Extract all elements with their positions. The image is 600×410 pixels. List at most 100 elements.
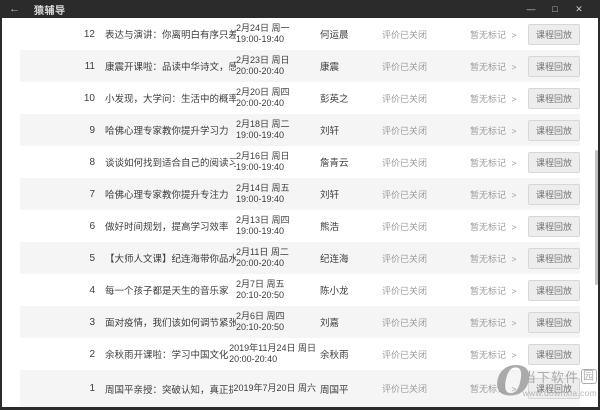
table-row[interactable]: 4 每一个孩子都是天生的音乐家 2月7日 周五 20:10-20:50 陈小龙 … [20, 274, 580, 306]
table-row[interactable]: 9 哈佛心理专家教你提升学习力 2月18日 周二 19:00-19:40 刘轩 … [20, 114, 580, 146]
course-date: 2月16日 周日 [235, 151, 290, 161]
playback-button[interactable]: 课程回放 [527, 215, 580, 237]
table-row[interactable]: 11 康震开课啦：品读中华诗文，感受英雄力量 2月23日 周日 20:00-20… [20, 50, 580, 82]
course-date: 2月24日 周一 [235, 23, 290, 33]
playback-button[interactable]: 课程回放 [527, 279, 580, 301]
evaluation-status: 评价已关闭 [381, 349, 427, 360]
course-time: 19:00-19:40 [235, 226, 285, 236]
row-number: 4 [89, 284, 95, 296]
mark-link[interactable]: 暂无标记 > [470, 316, 528, 329]
mark-link[interactable]: 暂无标记 > [470, 28, 528, 41]
row-number: 12 [83, 28, 95, 40]
playback-button[interactable]: 课程回放 [527, 55, 580, 77]
mark-label: 暂无标记 [469, 125, 506, 136]
course-date: 2019年7月20日 周六 [233, 383, 316, 393]
mark-label: 暂无标记 [469, 61, 506, 72]
table-row[interactable]: 10 小发现，大学问：生活中的概率统计思维 2月20日 周四 20:00-20:… [20, 82, 580, 114]
row-number: 7 [89, 188, 95, 200]
chevron-right-icon: > [511, 189, 517, 200]
course-schedule: 2月16日 周日 19:00-19:40 [236, 151, 320, 173]
chevron-right-icon: > [511, 29, 517, 40]
playback-button[interactable]: 课程回放 [527, 311, 580, 333]
minimize-icon[interactable]: — [526, 4, 536, 14]
table-row[interactable]: 6 做好时间规划，提高学习效率 2月13日 周四 19:00-19:40 熊浩 … [20, 210, 580, 242]
mark-link[interactable]: 暂无标记 > [470, 60, 528, 73]
teacher-name: 刘轩 [319, 190, 339, 201]
course-time: 20:00-20:40 [235, 66, 285, 76]
maximize-icon[interactable]: □ [552, 4, 558, 14]
scrollbar-thumb[interactable] [595, 150, 598, 285]
titlebar: ← 猿辅导 — □ ✕ [0, 0, 600, 18]
course-date: 2月23日 周日 [235, 55, 290, 65]
table-row[interactable]: 7 哈佛心理专家教你提升专注力 2月14日 周五 19:00-19:40 刘轩 … [20, 178, 580, 210]
row-number: 3 [89, 316, 95, 328]
close-icon[interactable]: ✕ [575, 4, 583, 14]
mark-label: 暂无标记 [469, 221, 506, 232]
table-row[interactable]: 12 表达与演讲：你离明白有序只差三步 2月24日 周一 19:00-19:40… [20, 18, 580, 50]
playback-button[interactable]: 课程回放 [527, 119, 580, 141]
playback-button[interactable]: 课程回放 [527, 151, 580, 173]
course-time: 20:00-20:40 [229, 354, 278, 364]
row-number: 8 [89, 156, 95, 168]
evaluation-status: 评价已关闭 [381, 29, 427, 40]
content-area: 12 表达与演讲：你离明白有序只差三步 2月24日 周一 19:00-19:40… [2, 18, 598, 407]
mark-link[interactable]: 暂无标记 > [470, 252, 528, 265]
row-number: 10 [83, 92, 95, 104]
teacher-name: 何运晨 [319, 30, 349, 41]
evaluation-status: 评价已关闭 [381, 253, 427, 264]
course-title: 余秋雨开课啦：学习中国文化，提升文学素养 [105, 350, 229, 361]
table-row[interactable]: 1 周国平亲授：突破认知，真正提高阅读与写作能力 2019年7月20日 周六 周… [20, 370, 580, 407]
evaluation-status: 评价已关闭 [381, 189, 427, 200]
row-number: 5 [89, 252, 95, 264]
table-row[interactable]: 3 面对疫情，我们该如何调节紧张情绪 2月6日 周四 20:10-20:50 刘… [20, 306, 580, 338]
course-title: 做好时间规划，提高学习效率 [105, 222, 229, 233]
evaluation-status: 评价已关闭 [381, 285, 427, 296]
course-time: 19:00-19:40 [235, 34, 285, 44]
app-title: 猿辅导 [34, 5, 66, 17]
teacher-name: 詹青云 [319, 158, 349, 169]
course-date: 2月7日 周五 [235, 279, 285, 289]
evaluation-status: 评价已关闭 [381, 125, 427, 136]
course-date: 2月20日 周四 [235, 87, 290, 97]
playback-button[interactable]: 课程回放 [527, 183, 580, 205]
back-icon[interactable]: ← [9, 2, 20, 15]
course-date: 2019年11月24日 周日 [229, 343, 316, 353]
mark-link[interactable]: 暂无标记 > [470, 348, 528, 361]
course-title: 小发现，大学问：生活中的概率统计思维 [105, 94, 236, 105]
chevron-right-icon: > [511, 157, 517, 168]
playback-button[interactable]: 课程回放 [527, 87, 580, 109]
course-schedule: 2月13日 周四 19:00-19:40 [236, 215, 320, 237]
course-schedule: 2月20日 周四 20:00-20:40 [236, 87, 320, 109]
evaluation-status: 评价已关闭 [381, 61, 427, 72]
course-title: 周国平亲授：突破认知，真正提高阅读与写作能力 [105, 384, 234, 396]
mark-link[interactable]: 暂无标记 > [470, 92, 528, 105]
playback-button[interactable]: 课程回放 [527, 378, 580, 399]
teacher-name: 刘轩 [319, 126, 339, 137]
course-title: 康震开课啦：品读中华诗文，感受英雄力量 [105, 62, 236, 73]
teacher-name: 刘嘉 [319, 318, 339, 329]
mark-label: 暂无标记 [469, 189, 506, 200]
mark-link[interactable]: 暂无标记 > [470, 284, 528, 297]
playback-button[interactable]: 课程回放 [527, 23, 580, 45]
course-schedule: 2019年7月20日 周六 [233, 383, 320, 394]
mark-link[interactable]: 暂无标记 > [470, 124, 528, 137]
mark-label: 暂无标记 [469, 29, 506, 40]
playback-button[interactable]: 课程回放 [527, 343, 580, 365]
row-number: 2 [89, 348, 95, 360]
mark-link[interactable]: 暂无标记 > [470, 220, 528, 233]
chevron-right-icon: > [511, 221, 517, 232]
course-title: 面对疫情，我们该如何调节紧张情绪 [105, 318, 236, 329]
mark-label: 暂无标记 [469, 93, 506, 104]
playback-button[interactable]: 课程回放 [527, 247, 580, 269]
teacher-name: 纪连海 [319, 254, 349, 265]
mark-link[interactable]: 暂无标记 > [470, 156, 528, 169]
table-row[interactable]: 5 【大师人文课】纪连海带你品水浒 2月11日 周二 20:00-20:40 纪… [20, 242, 580, 274]
table-row[interactable]: 2 余秋雨开课啦：学习中国文化，提升文学素养 2019年11月24日 周日 20… [20, 338, 580, 370]
mark-link[interactable]: 暂无标记 > [470, 188, 528, 201]
chevron-right-icon: > [511, 285, 517, 296]
mark-link[interactable]: 暂无标记 > [470, 382, 528, 395]
mark-label: 暂无标记 [469, 317, 506, 328]
mark-label: 暂无标记 [469, 253, 506, 264]
table-row[interactable]: 8 谈谈如何找到适合自己的阅读习惯 2月16日 周日 19:00-19:40 詹… [20, 146, 580, 178]
course-title: 哈佛心理专家教你提升专注力 [105, 190, 229, 201]
